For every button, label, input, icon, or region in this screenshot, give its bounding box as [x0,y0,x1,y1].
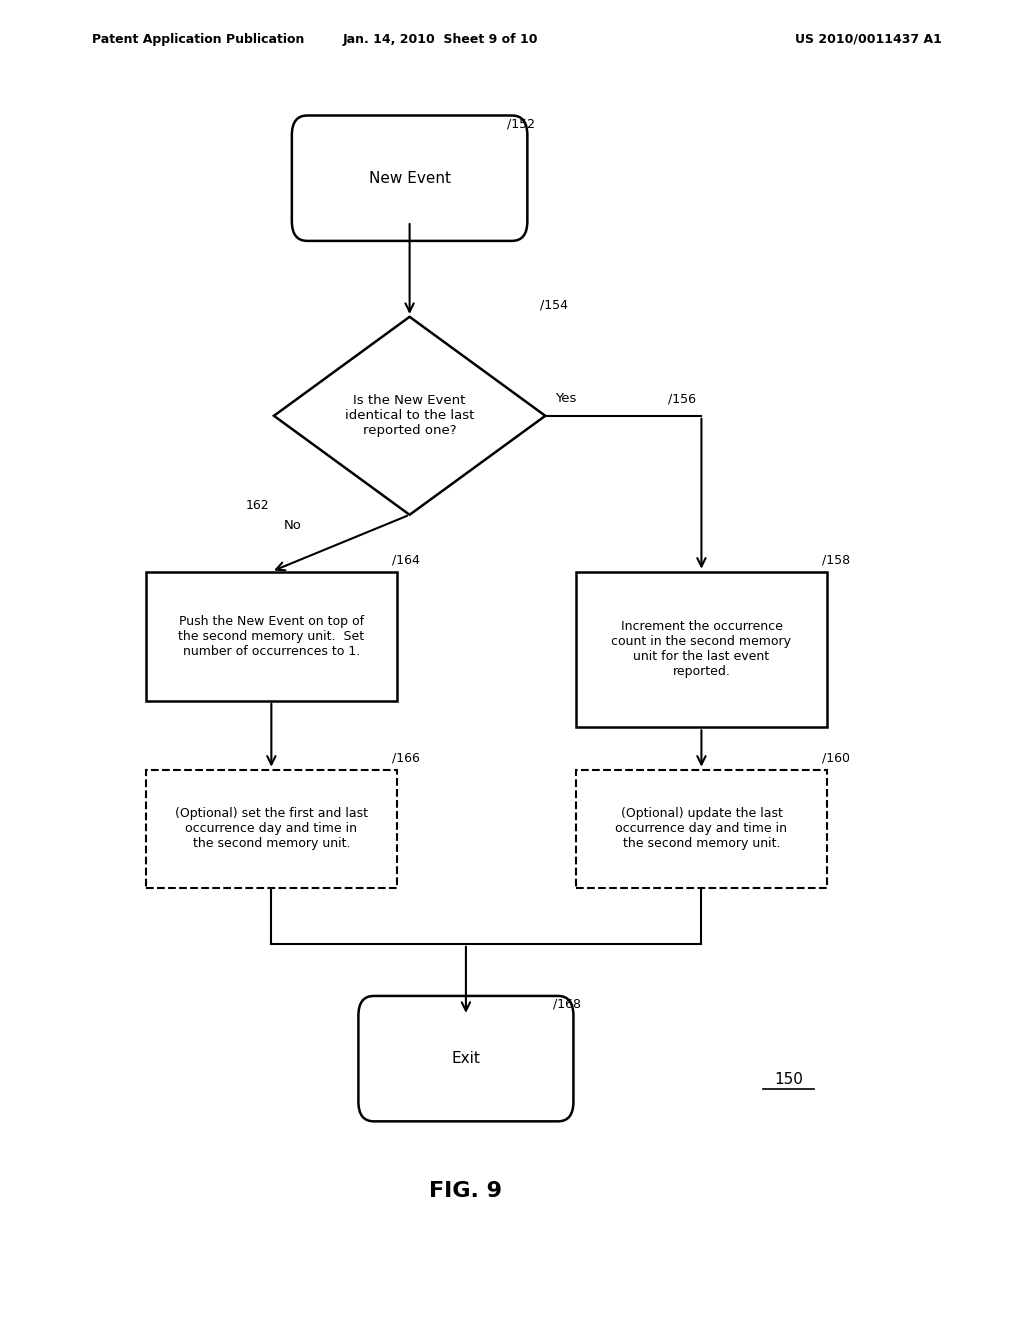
Text: 162: 162 [245,499,268,512]
Bar [146,572,397,701]
Text: /166: /166 [391,751,420,764]
FancyBboxPatch shape [358,995,573,1121]
Text: /160: /160 [822,751,850,764]
Text: /168: /168 [553,998,581,1011]
Text: /158: /158 [822,553,850,566]
Polygon shape [274,317,545,515]
Text: (Optional) set the first and last
occurrence day and time in
the second memory u: (Optional) set the first and last occurr… [175,808,368,850]
Bar [575,770,827,888]
Text: (Optional) update the last
occurrence day and time in
the second memory unit.: (Optional) update the last occurrence da… [615,808,787,850]
Text: Is the New Event
identical to the last
reported one?: Is the New Event identical to the last r… [345,395,474,437]
Text: Exit: Exit [452,1051,480,1067]
Text: Push the New Event on top of
the second memory unit.  Set
number of occurrences : Push the New Event on top of the second … [178,615,365,657]
Text: /154: /154 [541,298,568,312]
Text: Jan. 14, 2010  Sheet 9 of 10: Jan. 14, 2010 Sheet 9 of 10 [343,33,538,46]
Text: /152: /152 [507,117,535,131]
FancyBboxPatch shape [292,116,527,242]
Text: /156: /156 [669,392,696,405]
Text: New Event: New Event [369,170,451,186]
Text: Yes: Yes [555,392,577,405]
Text: /164: /164 [391,553,420,566]
Text: 150: 150 [774,1072,803,1088]
Text: US 2010/0011437 A1: US 2010/0011437 A1 [796,33,942,46]
Text: FIG. 9: FIG. 9 [429,1180,503,1201]
Bar [146,770,397,888]
Bar [575,572,827,727]
Text: Patent Application Publication: Patent Application Publication [92,33,304,46]
Text: No: No [285,519,302,532]
Text: Increment the occurrence
count in the second memory
unit for the last event
repo: Increment the occurrence count in the se… [611,620,792,678]
